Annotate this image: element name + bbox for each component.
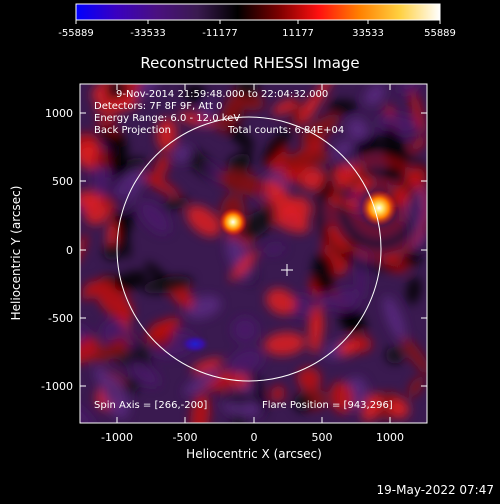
axis-tick-labels: -1000 -500 0 500 1000 1000 500 0 -500 -1000 (41, 107, 404, 444)
y-tick-label: -500 (48, 312, 73, 325)
y-tick-label: -1000 (41, 380, 73, 393)
colorbar-tick-label: -33533 (130, 28, 165, 39)
negative-spot (179, 334, 211, 354)
image-area (80, 84, 427, 423)
colorbar-tick-label: 33533 (352, 28, 384, 39)
image-texture (80, 84, 427, 423)
info-method: Back Projection (94, 125, 171, 136)
flare-position-text: Flare Position = [943,296] (262, 400, 393, 411)
y-tick-label: 1000 (45, 107, 73, 120)
x-tick-label: -500 (173, 431, 198, 444)
y-axis-label: Heliocentric Y (arcsec) (9, 186, 23, 321)
info-counts: Total counts: 6.84E+04 (227, 125, 344, 136)
spin-axis-marker (281, 264, 293, 276)
x-tick-label: 1000 (376, 431, 404, 444)
flare-source-right (361, 190, 397, 226)
y-tick-label: 500 (52, 175, 73, 188)
x-tick-label: 500 (312, 431, 333, 444)
axis-ticks (80, 84, 427, 423)
info-detectors: Detectors: 7F 8F 9F, Att 0 (94, 101, 222, 112)
footer-date: 19-May-2022 07:47 (377, 483, 494, 497)
info-time-range: 9-Nov-2014 21:59:48.000 to 22:04:32.000 (116, 89, 328, 100)
plot-title: Reconstructed RHESSI Image (140, 54, 359, 72)
colorbar-tick-label: 11177 (282, 28, 314, 39)
colorbar: -55889 -33533 -11177 11177 33533 55889 (58, 3, 456, 39)
colorbar-tick-label: -55889 (58, 28, 93, 39)
spin-axis-text: Spin Axis = [266,-200] (94, 400, 207, 411)
y-tick-label: 0 (66, 244, 73, 257)
solar-limb (116, 116, 382, 382)
colorbar-gradient (75, 3, 441, 21)
info-block: 9-Nov-2014 21:59:48.000 to 22:04:32.000 … (94, 89, 344, 136)
colorbar-ticks: -55889 -33533 -11177 11177 33533 55889 (58, 20, 456, 39)
colorbar-tick-label: -11177 (202, 28, 237, 39)
x-axis-label: Heliocentric X (arcsec) (186, 447, 322, 461)
x-tick-label: 0 (251, 431, 258, 444)
info-energy: Energy Range: 6.0 - 12.0 keV (94, 113, 240, 124)
flare-source-center (219, 208, 247, 236)
colorbar-tick-label: 55889 (424, 28, 456, 39)
x-tick-label: -1000 (101, 431, 133, 444)
